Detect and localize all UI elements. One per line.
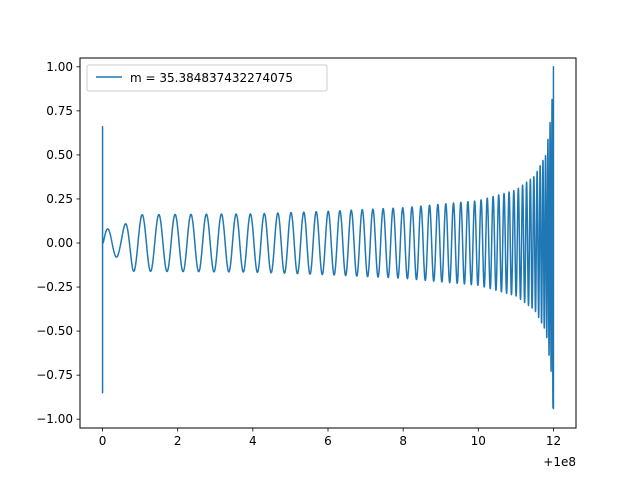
x-tick-label: 10	[471, 434, 486, 448]
legend: m = 35.384837432274075	[86, 64, 328, 92]
x-tick-label: 4	[249, 434, 257, 448]
x-tick-label: 6	[324, 434, 332, 448]
x-tick-label: 12	[546, 434, 561, 448]
legend-box	[86, 64, 328, 92]
x-tick-label: 2	[174, 434, 182, 448]
y-tick-label: −0.50	[36, 324, 73, 338]
y-tick-label: 0.25	[46, 192, 73, 206]
y-tick-label: −1.00	[36, 412, 73, 426]
x-offset-label: +1e8	[543, 455, 576, 469]
legend-label: m = 35.384837432274075	[130, 71, 293, 85]
series-layer	[101, 66, 555, 410]
y-tick-label: 0.50	[46, 148, 73, 162]
y-tick-label: 0.00	[46, 236, 73, 250]
x-tick-label: 0	[99, 434, 107, 448]
y-tick-label: 1.00	[46, 60, 73, 74]
y-tick-label: −0.25	[36, 280, 73, 294]
series-line	[101, 66, 555, 410]
x-tick-label: 8	[399, 434, 407, 448]
y-tick-label: −0.75	[36, 368, 73, 382]
tick-layer: 0 2 4 6 8 10 12 1.00 0.75 0.50 0.25 0.00 −0.25 −0.50 −…	[36, 60, 561, 448]
plot-frame	[79, 57, 577, 429]
y-tick-label: 0.75	[46, 104, 73, 118]
